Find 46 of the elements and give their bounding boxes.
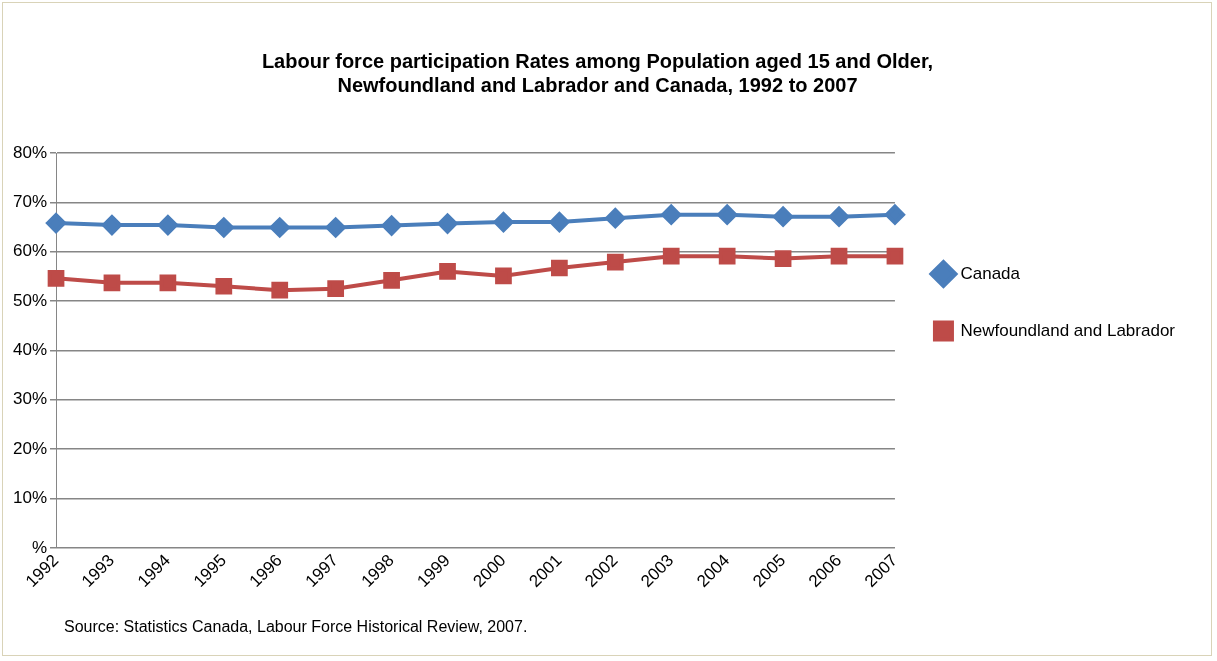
point <box>884 204 905 225</box>
point <box>886 247 904 265</box>
point <box>101 215 122 236</box>
point <box>46 213 67 234</box>
point <box>493 212 514 233</box>
y-tick-label: 60% <box>12 241 48 261</box>
legend-label: Canada <box>960 263 1021 283</box>
point <box>271 281 289 299</box>
point <box>549 212 570 233</box>
point <box>774 250 792 267</box>
y-tick-label: 30% <box>12 389 48 409</box>
point <box>495 267 512 285</box>
point <box>103 274 121 292</box>
y-tick-label: % <box>31 537 48 557</box>
point <box>718 247 736 265</box>
point <box>381 215 402 236</box>
point <box>159 274 177 292</box>
point <box>605 208 626 229</box>
y-tick-label: 80% <box>12 142 48 162</box>
point <box>325 217 346 238</box>
point <box>213 217 234 238</box>
point <box>439 263 456 280</box>
legend-label: Newfoundland and Labrador <box>960 320 1176 340</box>
point <box>830 247 848 265</box>
point <box>157 215 178 236</box>
y-tick-label: 10% <box>12 488 48 508</box>
point <box>661 204 682 225</box>
point <box>551 259 568 277</box>
point <box>47 270 65 287</box>
y-tick-label: 50% <box>12 290 48 310</box>
text: Newfoundland and Labrador and Canada, 1992 to 2007 <box>337 73 858 96</box>
point <box>383 271 400 289</box>
point <box>437 213 458 234</box>
point <box>829 206 850 227</box>
point <box>717 204 738 225</box>
point <box>662 247 680 265</box>
point <box>269 217 290 238</box>
y-tick-label: 20% <box>12 438 48 458</box>
source-note: Source: Statistics Canada, Labour Force Historical Review, 2007. <box>64 618 528 636</box>
point <box>327 280 345 298</box>
y-tick-label: 40% <box>12 340 48 360</box>
text: Labour force participation Rates among Population aged 15 and Older, <box>261 49 934 72</box>
point <box>773 206 794 227</box>
y-tick-label: 70% <box>12 192 48 212</box>
point <box>606 253 624 271</box>
point <box>215 277 233 295</box>
